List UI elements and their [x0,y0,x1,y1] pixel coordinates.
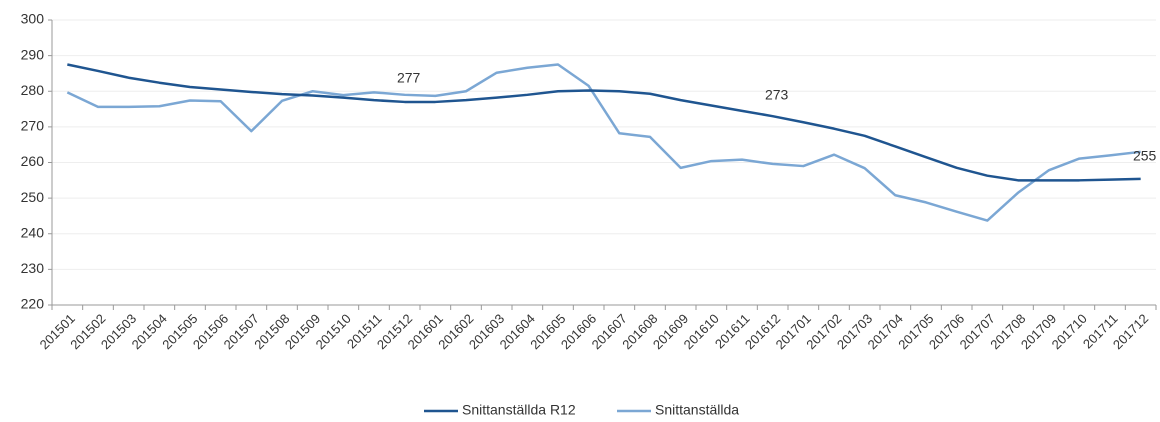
y-tick-label: 230 [21,260,45,276]
y-tick-label: 240 [21,224,45,240]
y-tick-label: 280 [21,82,45,98]
legend-label: Snittanställda R12 [462,402,576,418]
y-tick-label: 300 [21,11,45,27]
annotation: 255 [1133,148,1157,164]
legend-label: Snittanställda [655,402,739,418]
y-tick-label: 220 [21,296,45,312]
annotation: 273 [765,87,789,103]
y-tick-label: 260 [21,153,45,169]
y-tick-label: 270 [21,118,45,134]
annotation: 277 [397,70,421,86]
y-tick-label: 250 [21,189,45,205]
series-line [67,63,1141,182]
series-line [66,63,1141,222]
y-tick-label: 290 [21,46,45,62]
